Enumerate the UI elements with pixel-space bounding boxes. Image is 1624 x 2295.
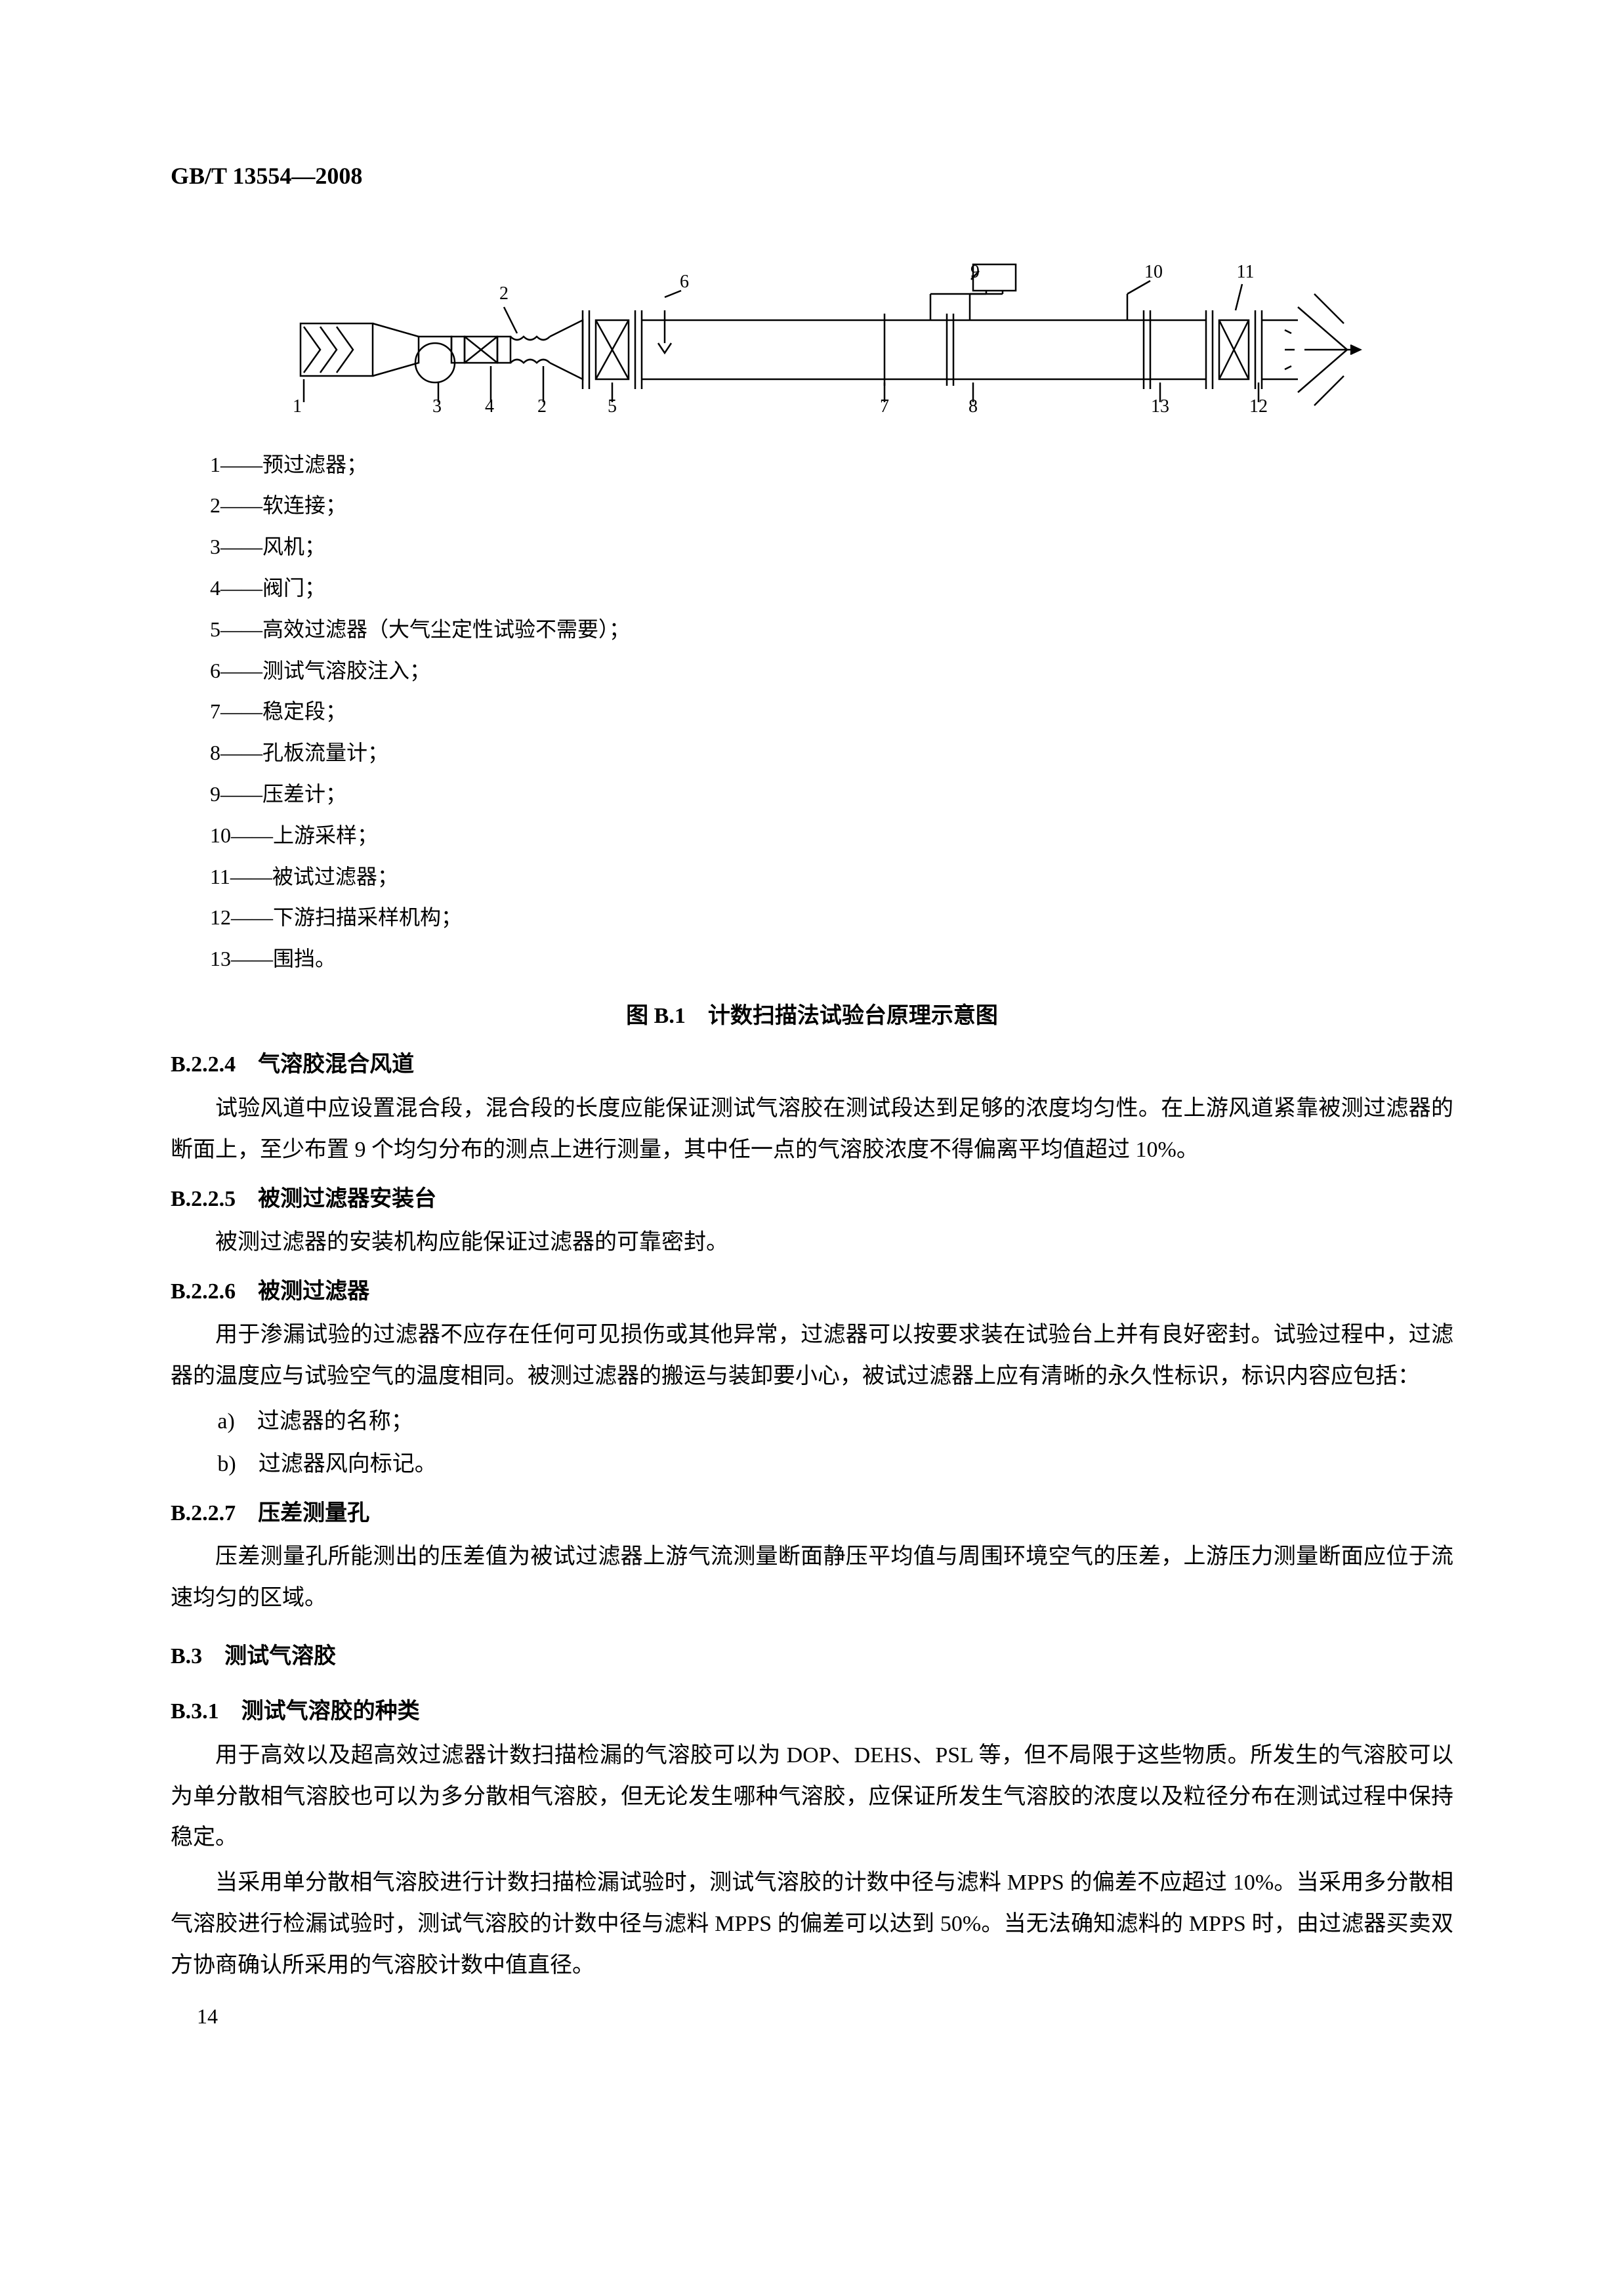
svg-text:2: 2 <box>499 283 509 304</box>
svg-text:6: 6 <box>680 272 689 292</box>
legend-item: 12——下游扫描采样机构； <box>210 898 1453 938</box>
list-item: a) 过滤器的名称； <box>217 1401 1453 1443</box>
section-heading-b225: B.2.2.5 被测过滤器安装台 <box>171 1182 1453 1217</box>
paragraph-b227: 压差测量孔所能测出的压差值为被试过滤器上游气流测量断面静压平均值与周围环境空气的… <box>171 1537 1453 1619</box>
paragraph-b226: 用于渗漏试验的过滤器不应存在任何可见损伤或其他异常，过滤器可以按要求装在试验台上… <box>171 1315 1453 1397</box>
svg-text:4: 4 <box>485 396 494 417</box>
svg-text:10: 10 <box>1144 262 1163 282</box>
paragraph-b224: 试验风道中应设置混合段，混合段的长度应能保证测试气溶胶在测试段达到足够的浓度均匀… <box>171 1088 1453 1171</box>
svg-text:11: 11 <box>1236 262 1254 282</box>
legend-item: 8——孔板流量计； <box>210 733 1453 773</box>
list-b226: a) 过滤器的名称； b) 过滤器风向标记。 <box>217 1401 1453 1485</box>
paragraph-b31-1: 用于高效以及超高效过滤器计数扫描检漏的气溶胶可以为 DOP、DEHS、PSL 等… <box>171 1735 1453 1859</box>
legend-item: 10——上游采样； <box>210 816 1453 856</box>
legend-item: 5——高效过滤器（大气尘定性试验不需要）； <box>210 610 1453 650</box>
svg-text:12: 12 <box>1249 396 1268 417</box>
svg-text:7: 7 <box>880 396 889 417</box>
list-item: b) 过滤器风向标记。 <box>217 1444 1453 1485</box>
legend-list: 1——预过滤器；2——软连接；3——风机；4——阀门；5——高效过滤器（大气尘定… <box>210 445 1453 979</box>
svg-text:8: 8 <box>968 396 978 417</box>
svg-text:9: 9 <box>970 262 980 282</box>
legend-item: 2——软连接； <box>210 486 1453 526</box>
legend-item: 6——测试气溶胶注入； <box>210 651 1453 691</box>
paragraph-b31-2: 当采用单分散相气溶胶进行计数扫描检漏试验时，测试气溶胶的计数中径与滤料 MPPS… <box>171 1863 1453 1987</box>
legend-item: 11——被试过滤器； <box>210 857 1453 897</box>
legend-item: 7——稳定段； <box>210 692 1453 732</box>
section-heading-b226: B.2.2.6 被测过滤器 <box>171 1274 1453 1310</box>
svg-text:3: 3 <box>432 396 442 417</box>
paragraph-b225: 被测过滤器的安装机构应能保证过滤器的可靠密封。 <box>171 1222 1453 1264</box>
legend-item: 3——风机； <box>210 527 1453 567</box>
section-heading-b3: B.3 测试气溶胶 <box>171 1639 1453 1674</box>
svg-text:2: 2 <box>537 396 547 417</box>
section-heading-b227: B.2.2.7 压差测量孔 <box>171 1496 1453 1531</box>
legend-item: 1——预过滤器； <box>210 445 1453 485</box>
page-number: 14 <box>197 2000 1453 2033</box>
legend-item: 4——阀门； <box>210 568 1453 608</box>
legend-item: 9——压差计； <box>210 774 1453 814</box>
legend-item: 13——围挡。 <box>210 939 1453 979</box>
svg-text:1: 1 <box>293 396 302 417</box>
section-heading-b31: B.3.1 测试气溶胶的种类 <box>171 1694 1453 1729</box>
svg-text:13: 13 <box>1151 396 1169 417</box>
section-heading-b224: B.2.2.4 气溶胶混合风道 <box>171 1047 1453 1083</box>
schematic-diagram: 123425678910111213 <box>171 248 1453 419</box>
page-header: GB/T 13554—2008 <box>171 157 1453 196</box>
figure-caption: 图 B.1 计数扫描法试验台原理示意图 <box>171 999 1453 1034</box>
svg-text:5: 5 <box>608 396 617 417</box>
